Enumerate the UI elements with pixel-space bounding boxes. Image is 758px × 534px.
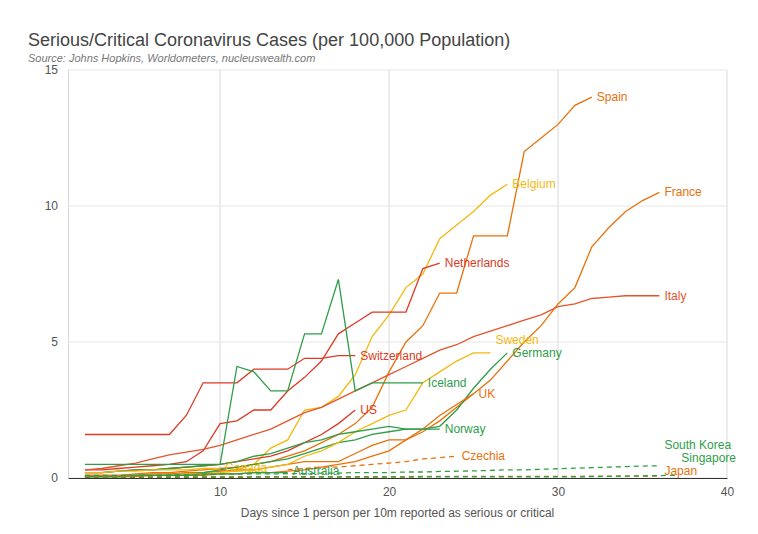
- series-line: [85, 353, 491, 477]
- grid: [68, 70, 727, 478]
- plot: 10 20 30 40 0 5 10 15 Spain Belgium France Netherla…: [45, 63, 737, 498]
- series-line: [85, 394, 474, 477]
- series-line: [85, 466, 660, 476]
- series-labels: Spain Belgium France Netherlands Italy German…: [225, 90, 736, 478]
- series-label: Norway: [445, 422, 486, 436]
- grid-line-x: [558, 70, 559, 478]
- series-label: Italy: [664, 289, 686, 303]
- series-label: Sweden: [495, 333, 538, 347]
- x-tick: 40: [721, 478, 735, 499]
- series-line: [85, 97, 592, 475]
- x-tick-label: 10: [214, 485, 228, 499]
- series-label: UK: [479, 387, 496, 401]
- x-axis-line: [69, 478, 728, 479]
- series-label: Singapore: [681, 451, 736, 465]
- series-line: [85, 279, 423, 464]
- x-axis: 10 20 30 40: [69, 478, 735, 499]
- grid-line-y: [68, 342, 727, 343]
- series-line: [85, 192, 660, 475]
- series-line: [85, 475, 676, 477]
- series-label: Canada: [225, 461, 267, 475]
- y-tick: 15: [45, 63, 68, 77]
- series-line: [85, 468, 220, 472]
- grid-line-y: [68, 70, 727, 71]
- chart: Serious/Critical Coronavirus Cases (per …: [0, 0, 758, 534]
- series-label: Iceland: [428, 376, 467, 390]
- x-tick: 10: [214, 478, 228, 499]
- series-label: US: [360, 403, 377, 417]
- y-tick-label: 0: [51, 471, 58, 485]
- x-tick-label: 20: [383, 485, 397, 499]
- y-tick: 5: [51, 335, 68, 349]
- series-label: Spain: [597, 90, 628, 104]
- y-tick-label: 5: [51, 335, 58, 349]
- series-label: Germany: [512, 346, 561, 360]
- series-label: Switzerland: [360, 349, 422, 363]
- series-line: [85, 356, 355, 435]
- title: Serious/Critical Coronavirus Cases (per …: [28, 30, 510, 50]
- x-axis-title: Days since 1 person per 10m reported as …: [241, 506, 554, 520]
- lines: [85, 97, 676, 477]
- x-tick-label: 40: [721, 485, 735, 499]
- series-label: Australia: [293, 464, 340, 478]
- y-tick: 0: [51, 471, 68, 485]
- grid-line-x: [727, 70, 728, 478]
- x-tick: 30: [552, 478, 566, 499]
- series-line: [85, 353, 507, 477]
- y-tick-label: 10: [45, 199, 59, 213]
- series-label: Belgium: [512, 177, 555, 191]
- series-label: France: [664, 185, 702, 199]
- series-label: Czechia: [462, 449, 506, 463]
- series-label: South Korea: [664, 438, 731, 452]
- y-axis-line: [68, 71, 69, 479]
- y-tick: 10: [45, 199, 68, 213]
- series-line: [85, 184, 507, 476]
- y-tick-label: 15: [45, 63, 59, 77]
- y-axis: 0 5 10 15: [45, 63, 69, 485]
- series-line: [85, 263, 440, 470]
- grid-line-y: [68, 206, 727, 207]
- grid-line-x: [220, 70, 221, 478]
- x-tick: 20: [383, 478, 397, 499]
- series-label: Japan: [664, 464, 697, 478]
- subtitle: Source: Johns Hopkins, Worldometers, nuc…: [28, 52, 315, 64]
- grid-line-x: [389, 70, 390, 478]
- x-tick-label: 30: [552, 485, 566, 499]
- series-label: Netherlands: [445, 256, 510, 270]
